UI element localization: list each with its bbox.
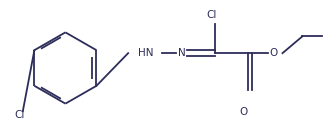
Text: HN: HN xyxy=(138,48,154,58)
Text: Cl: Cl xyxy=(14,109,25,120)
Text: N: N xyxy=(178,48,186,58)
Text: Cl: Cl xyxy=(207,10,217,20)
Text: O: O xyxy=(240,106,248,117)
Text: O: O xyxy=(269,48,278,58)
